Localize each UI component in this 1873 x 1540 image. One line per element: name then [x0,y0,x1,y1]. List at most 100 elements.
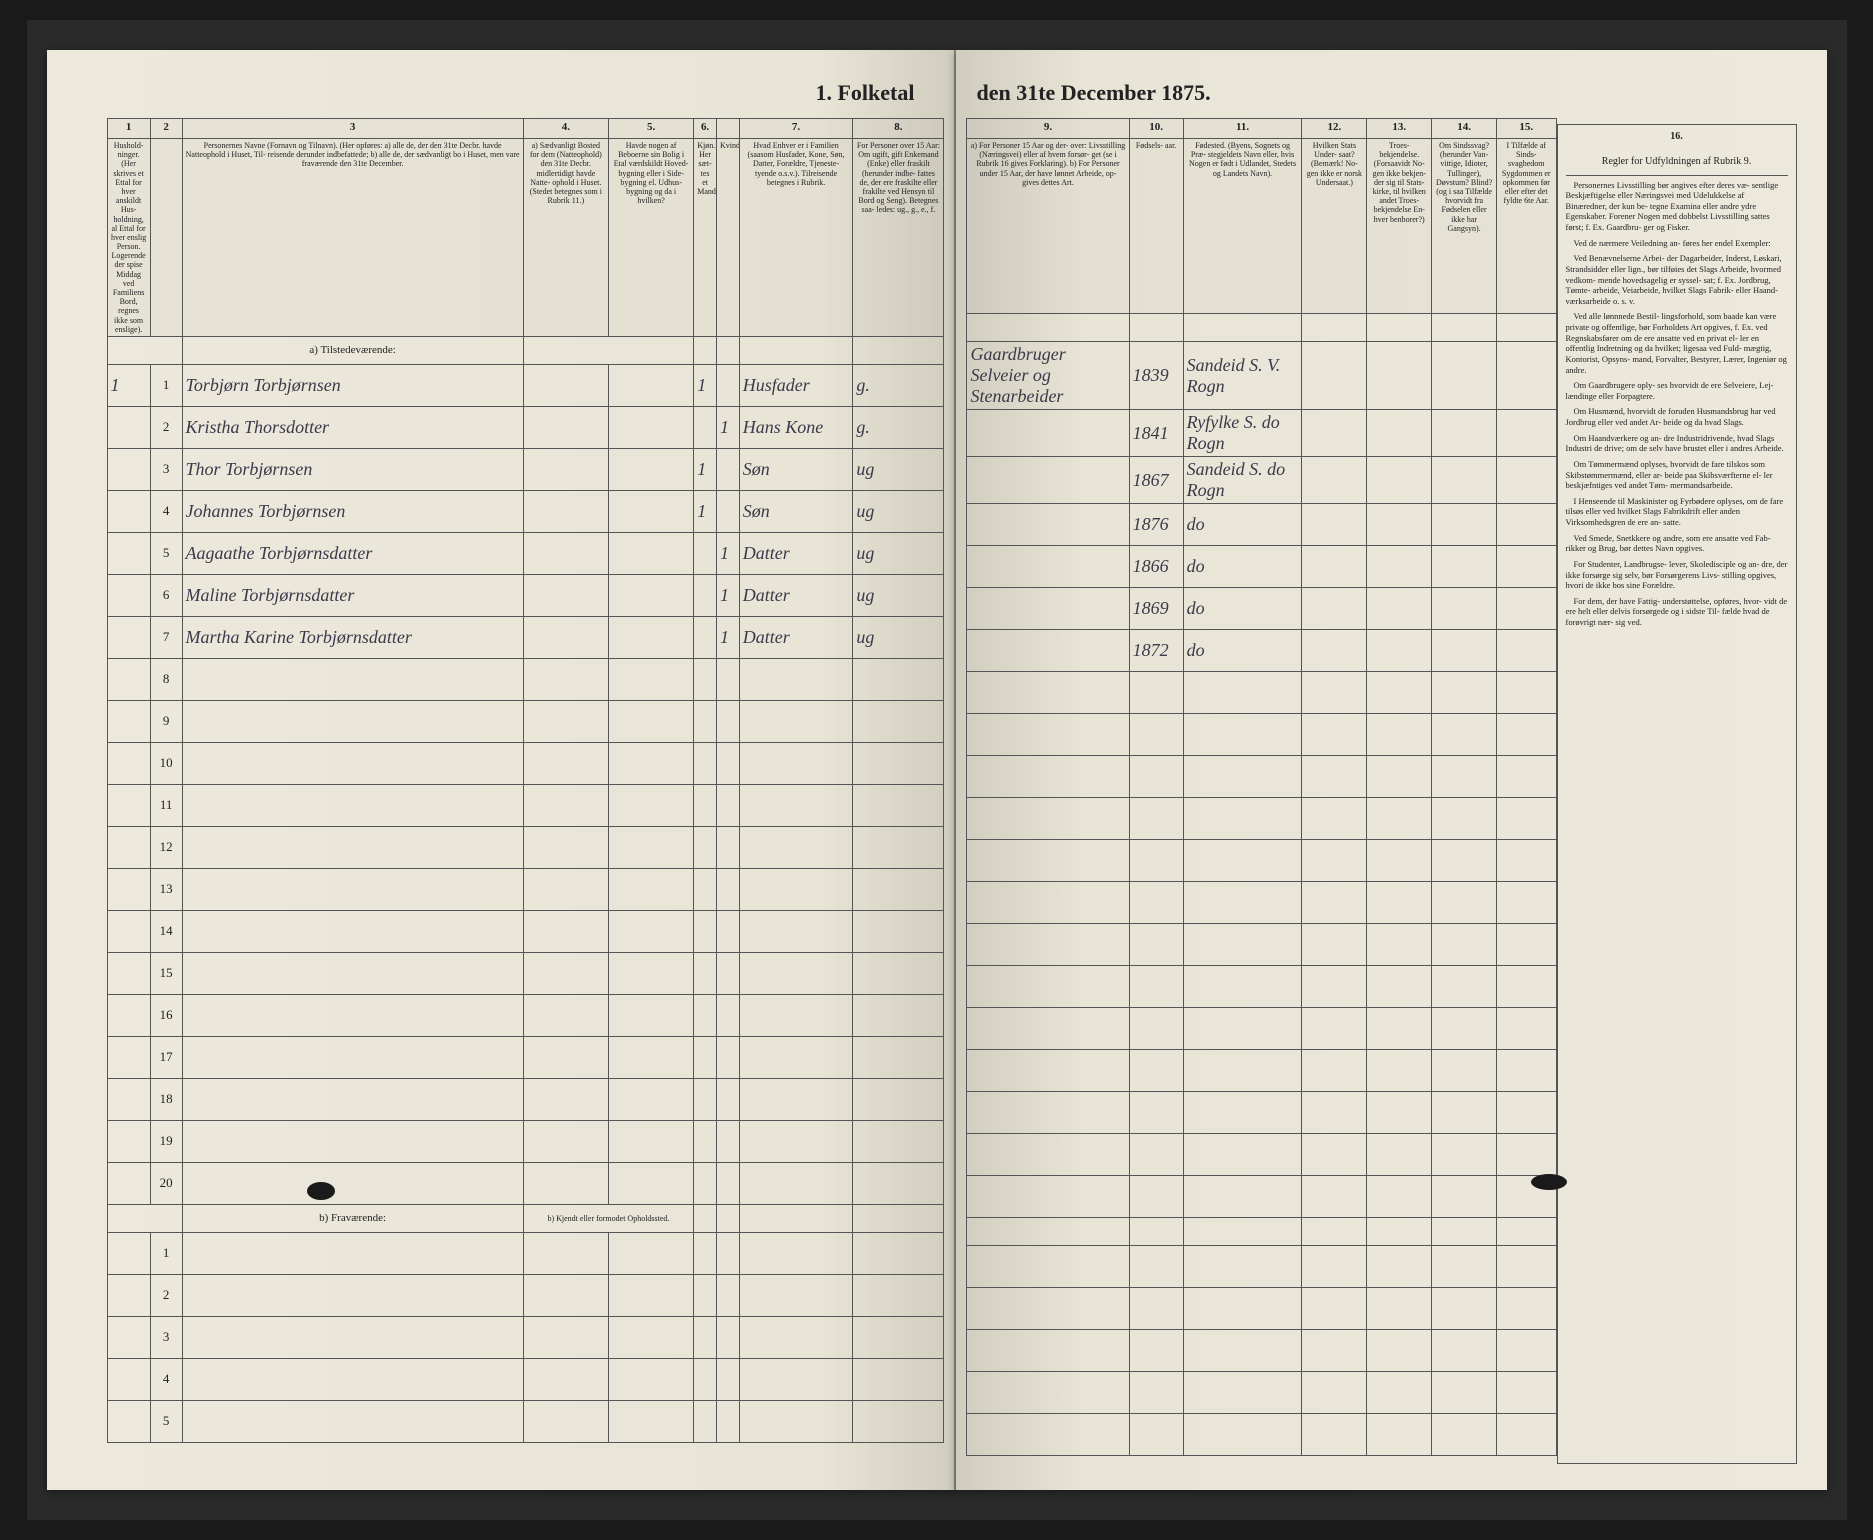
cell [739,826,853,868]
table-row: 13 [107,868,944,910]
cell [694,574,717,616]
section-row [967,1218,1556,1246]
cell [523,1036,608,1078]
cell [967,882,1129,924]
cell: 2 [150,406,182,448]
cell [1367,924,1432,966]
table-row [967,1246,1556,1288]
cell: Kristha Thorsdotter [182,406,523,448]
cell [1183,1372,1302,1414]
col-num: 1 [107,119,150,139]
cell [1367,1008,1432,1050]
cell [1129,882,1183,924]
cell: 10 [150,742,182,784]
cell [107,616,150,658]
table-row: 11Torbjørn Torbjørnsen1Husfaderg. [107,364,944,406]
cell [1302,882,1367,924]
cell [1129,672,1183,714]
cell [967,1092,1129,1134]
cell [694,742,717,784]
cell [182,784,523,826]
cell [967,924,1129,966]
cell [694,1162,717,1204]
cell [608,1078,693,1120]
cell [1129,1050,1183,1092]
cell: Aagaathe Torbjørnsdatter [182,532,523,574]
cell [1497,798,1557,840]
cell [694,406,717,448]
cell [967,1372,1129,1414]
cell [716,1400,739,1442]
cell [853,994,944,1036]
col-header: Om Sindssvag? (herunder Van- vittige, Id… [1432,139,1497,314]
cell [523,1232,608,1274]
cell [853,910,944,952]
cell [1129,1246,1183,1288]
cell [694,784,717,826]
cell [853,700,944,742]
cell [1129,1330,1183,1372]
column-number-row: 9.10.11.12.13.14.15. [967,119,1556,139]
cell [182,994,523,1036]
cell [1497,756,1557,798]
col-header: a) For Personer 15 Aar og der- over: Liv… [967,139,1129,314]
cell [1129,924,1183,966]
cell [523,1078,608,1120]
cell [1183,924,1302,966]
col-header: Troes- bekjendelse. (Forsaavidt No- gen … [1367,139,1432,314]
cell [1497,1008,1557,1050]
cell [182,658,523,700]
cell [608,448,693,490]
cell [716,700,739,742]
table-row: 12 [107,826,944,868]
cell [1432,1050,1497,1092]
cell: ug [853,448,944,490]
cell [608,910,693,952]
cell [1497,672,1557,714]
cell [1432,798,1497,840]
cell: Søn [739,490,853,532]
cell: 8 [150,658,182,700]
cell [182,1358,523,1400]
cell [694,532,717,574]
col-num: 5. [608,119,693,139]
col-num [716,119,739,139]
cell [1497,714,1557,756]
cell [1302,966,1367,1008]
cell [694,952,717,994]
col-num: 4. [523,119,608,139]
table-row: 8 [107,658,944,700]
cell [107,910,150,952]
cell [739,1120,853,1162]
cell [1183,1288,1302,1330]
cell [1302,672,1367,714]
col-header: Personernes Navne (Fornavn og Tilnavn). … [182,139,523,337]
cell: 12 [150,826,182,868]
section-row: b) Fraværende:b) Kjendt eller formodet O… [107,1204,944,1232]
table-row: 17 [107,1036,944,1078]
cell [853,952,944,994]
cell [853,1274,944,1316]
cell [523,532,608,574]
cell [1302,1246,1367,1288]
table-row [967,966,1556,1008]
cell [523,616,608,658]
cell [694,1316,717,1358]
cell [853,1316,944,1358]
cell [853,1078,944,1120]
cell [1497,630,1557,672]
cell [107,658,150,700]
rubrik-paragraph: Ved alle lønnnede Bestil- lingsforhold, … [1566,311,1788,375]
cell [967,1008,1129,1050]
table-row: 19 [107,1120,944,1162]
cell [608,742,693,784]
cell [739,952,853,994]
cell [967,1414,1129,1456]
cell [1367,410,1432,457]
table-row: 3 [107,1316,944,1358]
cell: 1869 [1129,588,1183,630]
cell [1302,1176,1367,1218]
rubrik-16: 16. Regler for Udfyldningen af Rubrik 9.… [1557,124,1797,1464]
table-row: 1866do [967,546,1556,588]
cell [694,868,717,910]
